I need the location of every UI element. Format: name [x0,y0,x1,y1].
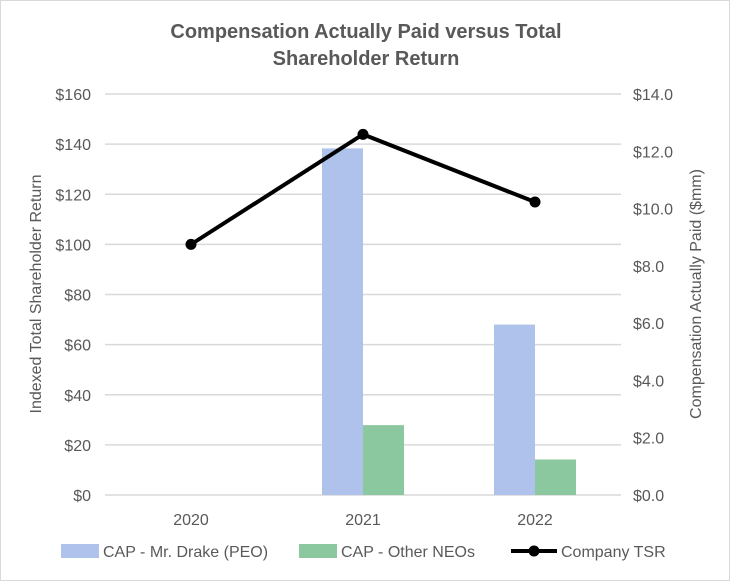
tsr-point [529,196,541,208]
x-tick-label: 2022 [517,512,553,529]
tsr-point [357,128,369,140]
y-right-tick-label: $10.0 [633,202,673,219]
y-left-tick-label: $100 [55,237,91,254]
y-right-tick-label: $12.0 [633,144,673,161]
y-right-tick-label: $14.0 [633,87,673,104]
bar-other-neos [363,425,404,495]
y-left-tick-label: $140 [55,137,91,154]
y-left-tick-label: $160 [55,87,91,104]
legend-label: CAP - Mr. Drake (PEO) [103,544,268,561]
legend-swatch [299,544,337,558]
y-right-tick-label: $4.0 [633,373,664,390]
y-right-tick-label: $0.0 [633,488,664,505]
y-left-tick-label: $80 [64,288,91,305]
tsr-point [185,238,197,250]
y-right-tick-label: $2.0 [633,431,664,448]
y-left-tick-label: $0 [73,488,91,505]
y-left-tick-label: $40 [64,388,91,405]
legend-label: CAP - Other NEOs [341,544,475,561]
y-left-tick-label: $20 [64,438,91,455]
chart-title-line2: Shareholder Return [273,48,460,70]
x-tick-label: 2021 [345,512,381,529]
chart-title-line1: Compensation Actually Paid versus Total [170,21,561,43]
bar-peo [322,148,363,495]
y-axis-right-label: Compensation Actually Paid ($mm) [688,169,705,419]
y-right-tick-label: $8.0 [633,259,664,276]
y-left-tick-label: $60 [64,338,91,355]
bar-peo [494,324,535,495]
y-axis-left-label: Indexed Total Shareholder Return [28,175,45,414]
legend-label: Company TSR [561,544,666,561]
y-left-tick-label: $120 [55,187,91,204]
legend-swatch [61,544,99,558]
legend-marker [528,545,540,557]
x-tick-label: 2020 [173,512,209,529]
y-right-tick-label: $6.0 [633,316,664,333]
bar-other-neos [535,459,576,495]
